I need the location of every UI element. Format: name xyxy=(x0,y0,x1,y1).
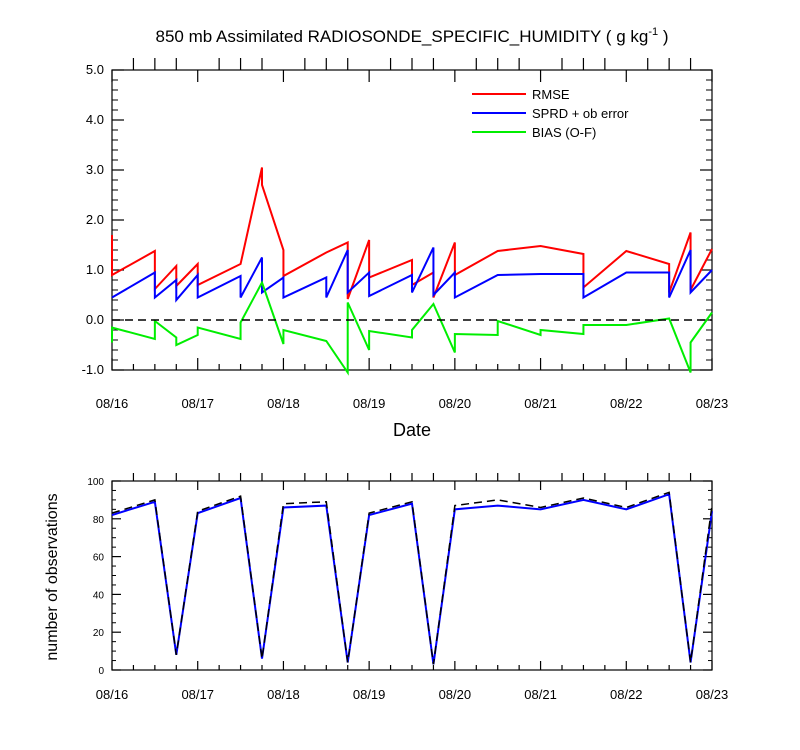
p1-ytick-label-5: 4.0 xyxy=(86,112,104,127)
p2-series-0 xyxy=(111,492,713,665)
p2-ytick-label-1: 20 xyxy=(93,628,105,639)
chart-title-main: 850 mb Assimilated RADIOSONDE_SPECIFIC_H… xyxy=(156,27,649,46)
legend-label-2: BIAS (O-F) xyxy=(532,125,596,140)
legend-label-1: SPRD + ob error xyxy=(532,106,629,121)
p2-series-1 xyxy=(111,491,713,665)
p1-xtick-label-6: 08/22 xyxy=(610,396,643,411)
p1-ytick-label-1: 0.0 xyxy=(86,312,104,327)
p1-xtick-label-2: 08/18 xyxy=(267,396,300,411)
legend-label-0: RMSE xyxy=(532,87,570,102)
p1-series-0 xyxy=(111,167,713,300)
p2-xtick-label-2: 08/18 xyxy=(267,687,300,702)
chart-title: 850 mb Assimilated RADIOSONDE_SPECIFIC_H… xyxy=(156,26,669,46)
p1-xtick-label-3: 08/19 xyxy=(353,396,386,411)
p2-ytick-label-2: 40 xyxy=(93,590,105,601)
p1-xtick-label-7: 08/23 xyxy=(696,396,729,411)
bottom-y-axis-label: number of observations xyxy=(44,493,61,660)
top-plot: -1.0 0.0 1.0 2.0 3.0 4.0 5.0 08/16 08/17 08/18 08/… xyxy=(82,58,729,411)
p2-xtick-label-1: 08/17 xyxy=(181,687,214,702)
p2-ytick-label-5: 100 xyxy=(87,477,104,488)
p2-xtick-label-6: 08/22 xyxy=(610,687,643,702)
bottom-plot: 0 20 40 60 80 100 08/16 08/17 08/18 08/19 08/20 08/… xyxy=(87,473,728,702)
p1-ytick-label-6: 5.0 xyxy=(86,62,104,77)
p1-series-1 xyxy=(111,247,713,303)
top-x-axis-label: Date xyxy=(393,420,431,440)
p2-xtick-label-5: 08/21 xyxy=(524,687,557,702)
chart-title-end: ) xyxy=(658,27,668,46)
p2-ytick-label-0: 0 xyxy=(98,666,104,677)
p2-xtick-label-4: 08/20 xyxy=(439,687,472,702)
p2-xtick-label-0: 08/16 xyxy=(96,687,129,702)
p1-ytick-label-2: 1.0 xyxy=(86,262,104,277)
p1-xtick-label-0: 08/16 xyxy=(96,396,129,411)
p1-ytick-label-4: 3.0 xyxy=(86,162,104,177)
p2-xtick-label-7: 08/23 xyxy=(696,687,729,702)
p1-xtick-label-1: 08/17 xyxy=(181,396,214,411)
p1-ytick-label-0: -1.0 xyxy=(82,362,104,377)
p1-xtick-label-4: 08/20 xyxy=(439,396,472,411)
p2-xtick-label-3: 08/19 xyxy=(353,687,386,702)
chart-title-superscript: -1 xyxy=(648,26,658,38)
p2-ytick-label-4: 80 xyxy=(93,515,105,526)
p2-ytick-label-3: 60 xyxy=(93,553,105,564)
p1-ytick-label-3: 2.0 xyxy=(86,212,104,227)
p1-series-2 xyxy=(111,280,713,376)
p1-xtick-label-5: 08/21 xyxy=(524,396,557,411)
